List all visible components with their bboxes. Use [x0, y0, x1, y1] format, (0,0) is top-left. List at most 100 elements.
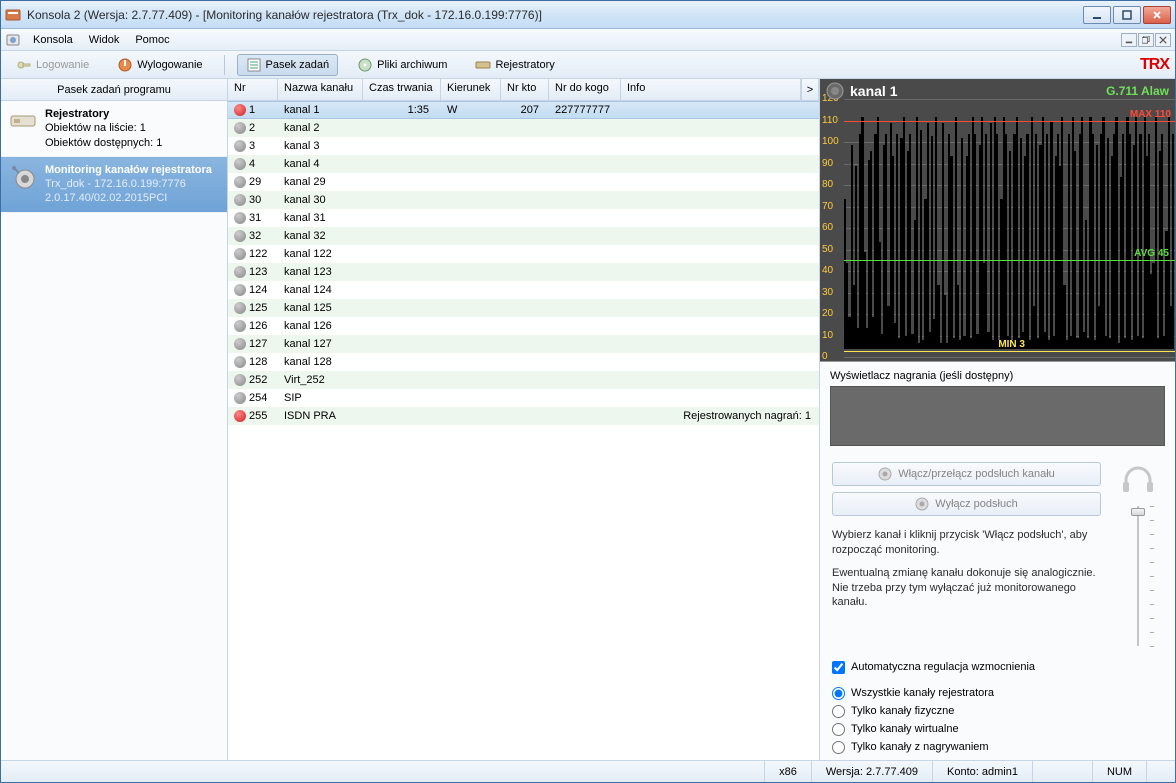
table-row[interactable]: 254 SIP — [228, 389, 819, 407]
channel-filter-radios: Wszystkie kanały rejestratora Tylko kanał… — [832, 684, 1163, 756]
table-row[interactable]: 4 kanal 4 — [228, 155, 819, 173]
disc-icon — [357, 57, 373, 73]
channel-filter-radio-0[interactable]: Wszystkie kanały rejestratora — [832, 684, 1163, 702]
window-buttons — [1083, 6, 1171, 24]
logout-button[interactable]: Wylogowanie — [108, 54, 211, 76]
toolbar-separator — [224, 55, 225, 75]
table-row[interactable]: 30 kanal 30 — [228, 191, 819, 209]
grid-body[interactable]: 1 kanal 1 1:35 W 207 227777777 2 kanal 2… — [228, 101, 819, 760]
recorders-label: Rejestratory — [495, 59, 554, 71]
mdi-restore-button[interactable] — [1138, 33, 1154, 47]
sidebar-item-1[interactable]: Monitoring kanałów rejestratora Trx_dok … — [1, 157, 227, 213]
mdi-minimize-button[interactable] — [1121, 33, 1137, 47]
table-row[interactable]: 255 ISDN PRA Rejestrowanych nagrań: 1 — [228, 407, 819, 425]
status-icon — [234, 122, 246, 134]
grid-header: Nr Nazwa kanału Czas trwania Kierunek Nr… — [228, 79, 819, 101]
table-row[interactable]: 31 kanal 31 — [228, 209, 819, 227]
cell-nazwa: kanal 127 — [278, 338, 363, 350]
enable-listen-button[interactable]: Włącz/przełącz podsłuch kanału — [832, 462, 1101, 486]
table-row[interactable]: 2 kanal 2 — [228, 119, 819, 137]
col-nrdo[interactable]: Nr do kogo — [549, 79, 621, 100]
cell-nr: 4 — [228, 158, 278, 170]
radio-input[interactable] — [832, 687, 845, 700]
cell-nazwa: kanal 2 — [278, 122, 363, 134]
cell-info: Rejestrowanych nagrań: 1 — [621, 410, 819, 422]
menu-pomoc[interactable]: Pomoc — [127, 32, 177, 48]
table-row[interactable]: 124 kanal 124 — [228, 281, 819, 299]
radio-input[interactable] — [832, 723, 845, 736]
recorders-button[interactable]: Rejestratory — [466, 54, 563, 76]
channel-filter-radio-2[interactable]: Tylko kanały wirtualne — [832, 720, 1163, 738]
level-chart: kanal 1 G.711 Alaw 120110100908070605040… — [820, 79, 1175, 362]
maximize-button[interactable] — [1113, 6, 1141, 24]
cell-nazwa: kanal 122 — [278, 248, 363, 260]
help-paragraph-2: Ewentualną zmianę kanału dokonuje się an… — [832, 566, 1101, 611]
col-nr[interactable]: Nr — [228, 79, 278, 100]
radio-input[interactable] — [832, 741, 845, 754]
key-icon — [16, 57, 32, 73]
sidebar-item-title: Rejestratory — [45, 107, 162, 121]
mdi-child-buttons — [1121, 33, 1171, 47]
table-row[interactable]: 127 kanal 127 — [228, 335, 819, 353]
radio-input[interactable] — [832, 705, 845, 718]
status-icon — [234, 194, 246, 206]
cell-nazwa: kanal 1 — [278, 104, 363, 116]
col-kier[interactable]: Kierunek — [441, 79, 501, 100]
sidebar-item-0[interactable]: Rejestratory Obiektów na liście: 1 Obiek… — [1, 101, 227, 157]
cell-nazwa: kanal 3 — [278, 140, 363, 152]
menu-bar: KonsolaWidokPomoc — [1, 29, 1175, 51]
cell-nazwa: kanal 128 — [278, 356, 363, 368]
table-row[interactable]: 125 kanal 125 — [228, 299, 819, 317]
minimize-button[interactable] — [1083, 6, 1111, 24]
status-icon — [234, 248, 246, 260]
col-nazwa[interactable]: Nazwa kanału — [278, 79, 363, 100]
window-title: Konsola 2 (Wersja: 2.7.77.409) - [Monito… — [27, 8, 1083, 22]
table-row[interactable]: 1 kanal 1 1:35 W 207 227777777 — [228, 101, 819, 119]
cell-nr: 2 — [228, 122, 278, 134]
disable-listen-button[interactable]: Wyłącz podsłuch — [832, 492, 1101, 516]
slider-track — [1137, 506, 1139, 646]
table-row[interactable]: 29 kanal 29 — [228, 173, 819, 191]
slider-thumb[interactable] — [1131, 508, 1145, 516]
device-icon — [475, 57, 491, 73]
taskbar-button[interactable]: Pasek zadań — [237, 54, 339, 76]
mdi-close-button[interactable] — [1155, 33, 1171, 47]
cell-czas: 1:35 — [363, 104, 441, 116]
headphone-icon — [1120, 462, 1156, 498]
col-czas[interactable]: Czas trwania — [363, 79, 441, 100]
table-row[interactable]: 252 Virt_252 — [228, 371, 819, 389]
volume-slider[interactable] — [1128, 506, 1148, 646]
list-icon — [246, 57, 262, 73]
sidebar-item-icon — [9, 107, 37, 135]
menu-widok[interactable]: Widok — [81, 32, 128, 48]
taskbar-label: Pasek zadań — [266, 59, 330, 71]
archive-button[interactable]: Pliki archiwum — [348, 54, 456, 76]
status-account: Konto: admin1 — [932, 761, 1032, 782]
title-bar: Konsola 2 (Wersja: 2.7.77.409) - [Monito… — [1, 1, 1175, 29]
status-arch: x86 — [764, 761, 811, 782]
table-row[interactable]: 3 kanal 3 — [228, 137, 819, 155]
cell-nazwa: SIP — [278, 392, 363, 404]
close-button[interactable] — [1143, 6, 1171, 24]
status-version: Wersja: 2.7.77.409 — [811, 761, 932, 782]
channel-filter-radio-1[interactable]: Tylko kanały fizyczne — [832, 702, 1163, 720]
control-right — [1113, 462, 1163, 646]
status-bar: x86 Wersja: 2.7.77.409 Konto: admin1 NUM — [1, 760, 1175, 782]
right-panel: kanal 1 G.711 Alaw 120110100908070605040… — [820, 79, 1175, 760]
table-row[interactable]: 122 kanal 122 — [228, 245, 819, 263]
channel-filter-radio-3[interactable]: Tylko kanały z nagrywaniem — [832, 738, 1163, 756]
col-overflow-button[interactable]: > — [801, 79, 819, 100]
cell-nr: 32 — [228, 230, 278, 242]
radio-label: Tylko kanały fizyczne — [851, 705, 954, 717]
table-row[interactable]: 32 kanal 32 — [228, 227, 819, 245]
table-row[interactable]: 123 kanal 123 — [228, 263, 819, 281]
table-row[interactable]: 128 kanal 128 — [228, 353, 819, 371]
col-info[interactable]: Info — [621, 79, 801, 100]
login-label: Logowanie — [36, 59, 89, 71]
col-nrkto[interactable]: Nr kto — [501, 79, 549, 100]
agc-checkbox[interactable] — [832, 661, 845, 674]
login-button[interactable]: Logowanie — [7, 54, 98, 76]
table-row[interactable]: 126 kanal 126 — [228, 317, 819, 335]
menu-konsola[interactable]: Konsola — [25, 32, 81, 48]
agc-checkbox-row[interactable]: Automatyczna regulacja wzmocnienia — [832, 658, 1163, 676]
